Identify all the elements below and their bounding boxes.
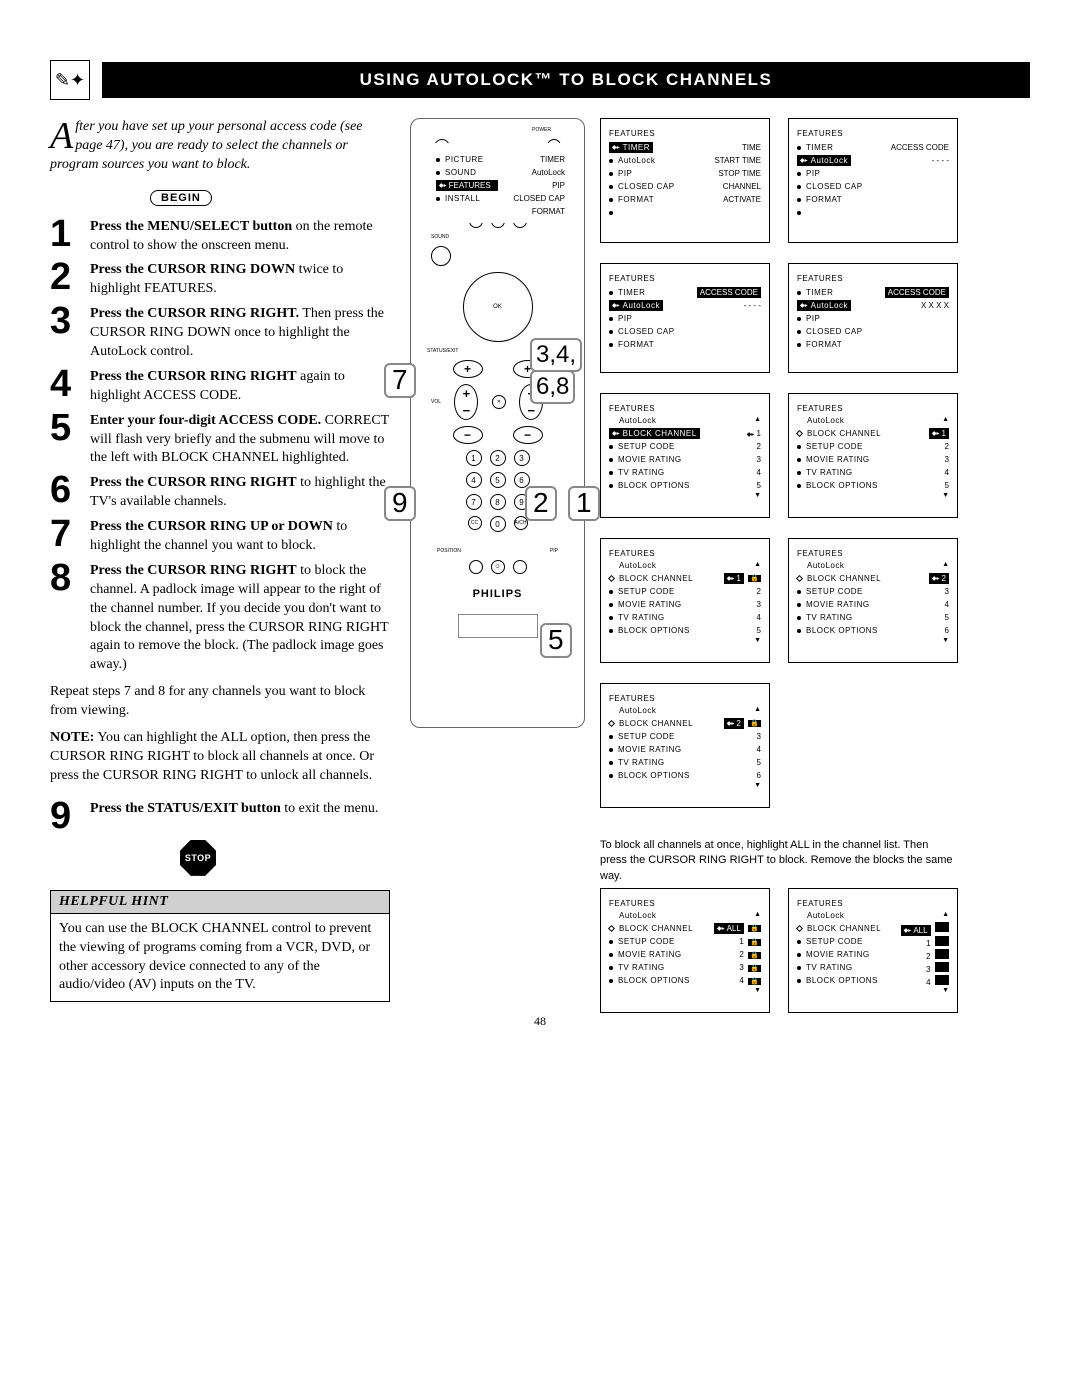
step-9: 9 Press the STATUS/EXIT button to exit t… xyxy=(50,798,390,834)
page-number: 48 xyxy=(50,1014,1030,1029)
callout-34: 3,4, xyxy=(530,338,582,372)
callout-68: 6,8 xyxy=(530,370,575,404)
step-2: 2Press the CURSOR RING DOWN twice to hig… xyxy=(50,259,390,299)
osd-panel-all-unlocked: FEATURESAutoLock▲BLOCK CHANNEL◆▸ALL SETU… xyxy=(788,888,958,1013)
osd-panel-channel-1: FEATURESAutoLock▲BLOCK CHANNEL◆▸1SETUP C… xyxy=(788,393,958,518)
step-4: 4Press the CURSOR RING RIGHT again to hi… xyxy=(50,366,390,406)
hint-header: HELPFUL HINT xyxy=(50,890,390,914)
osd-panel-features-timer: FEATURES◆▸TIMERTIMEAutoLockSTART TIMEPIP… xyxy=(600,118,770,243)
osd-panel-menu: PICTURETIMERSOUNDAutoLock◆▸FEATURESPIPIN… xyxy=(428,143,573,223)
step-3: 3Press the CURSOR RING RIGHT. Then press… xyxy=(50,303,390,362)
callout-2: 2 xyxy=(525,486,557,521)
osd-panel-channel-1-locked: FEATURESAutoLock▲BLOCK CHANNEL◆▸1 🔒SETUP… xyxy=(600,538,770,663)
step-6: 6Press the CURSOR RING RIGHT to highligh… xyxy=(50,472,390,512)
osd-panel-features-autolock: FEATURESTIMERACCESS CODE◆▸AutoLock- - - … xyxy=(788,118,958,243)
osd-note: To block all channels at once, highlight… xyxy=(600,838,958,884)
osd-panel-block-channel-hl: FEATURESAutoLock▲◆▸BLOCK CHANNEL◆▸ 1SETU… xyxy=(600,393,770,518)
osd-panel-all-locked: FEATURESAutoLock▲BLOCK CHANNEL◆▸ALL 🔒SET… xyxy=(600,888,770,1013)
step-5: 5Enter your four-digit ACCESS CODE. CORR… xyxy=(50,410,390,469)
osd-panel-access-code: FEATURESTIMERACCESS CODE◆▸AutoLock- - - … xyxy=(600,263,770,373)
step-1: 1Press the MENU/SELECT button on the rem… xyxy=(50,216,390,256)
step-7: 7Press the CURSOR RING UP or DOWN to hig… xyxy=(50,516,390,556)
osd-panel-channel-2: FEATURESAutoLock▲BLOCK CHANNEL◆▸2SETUP C… xyxy=(788,538,958,663)
hint-body: You can use the BLOCK CHANNEL control to… xyxy=(50,914,390,1003)
osd-panel-code-entered: FEATURESTIMERACCESS CODE◆▸AutoLockX X X … xyxy=(788,263,958,373)
osd-panel-channel-2-locked: FEATURESAutoLock▲BLOCK CHANNEL◆▸2 🔒SETUP… xyxy=(600,683,770,808)
callout-7: 7 xyxy=(384,363,416,398)
callout-9: 9 xyxy=(384,486,416,521)
step-8: 8Press the CURSOR RING RIGHT to block th… xyxy=(50,560,390,675)
page-title: USING AUTOLOCK™ TO BLOCK CHANNELS xyxy=(102,62,1030,98)
stop-badge: STOP xyxy=(180,840,390,876)
note-text: NOTE: You can highlight the ALL option, … xyxy=(50,729,390,786)
header-icon: ✎✦ xyxy=(50,60,90,100)
begin-badge: BEGIN xyxy=(150,190,212,206)
intro-text: After you have set up your personal acce… xyxy=(50,118,390,175)
callout-5: 5 xyxy=(540,623,572,658)
repeat-note: Repeat steps 7 and 8 for any channels yo… xyxy=(50,683,390,721)
callout-1: 1 xyxy=(568,486,600,521)
